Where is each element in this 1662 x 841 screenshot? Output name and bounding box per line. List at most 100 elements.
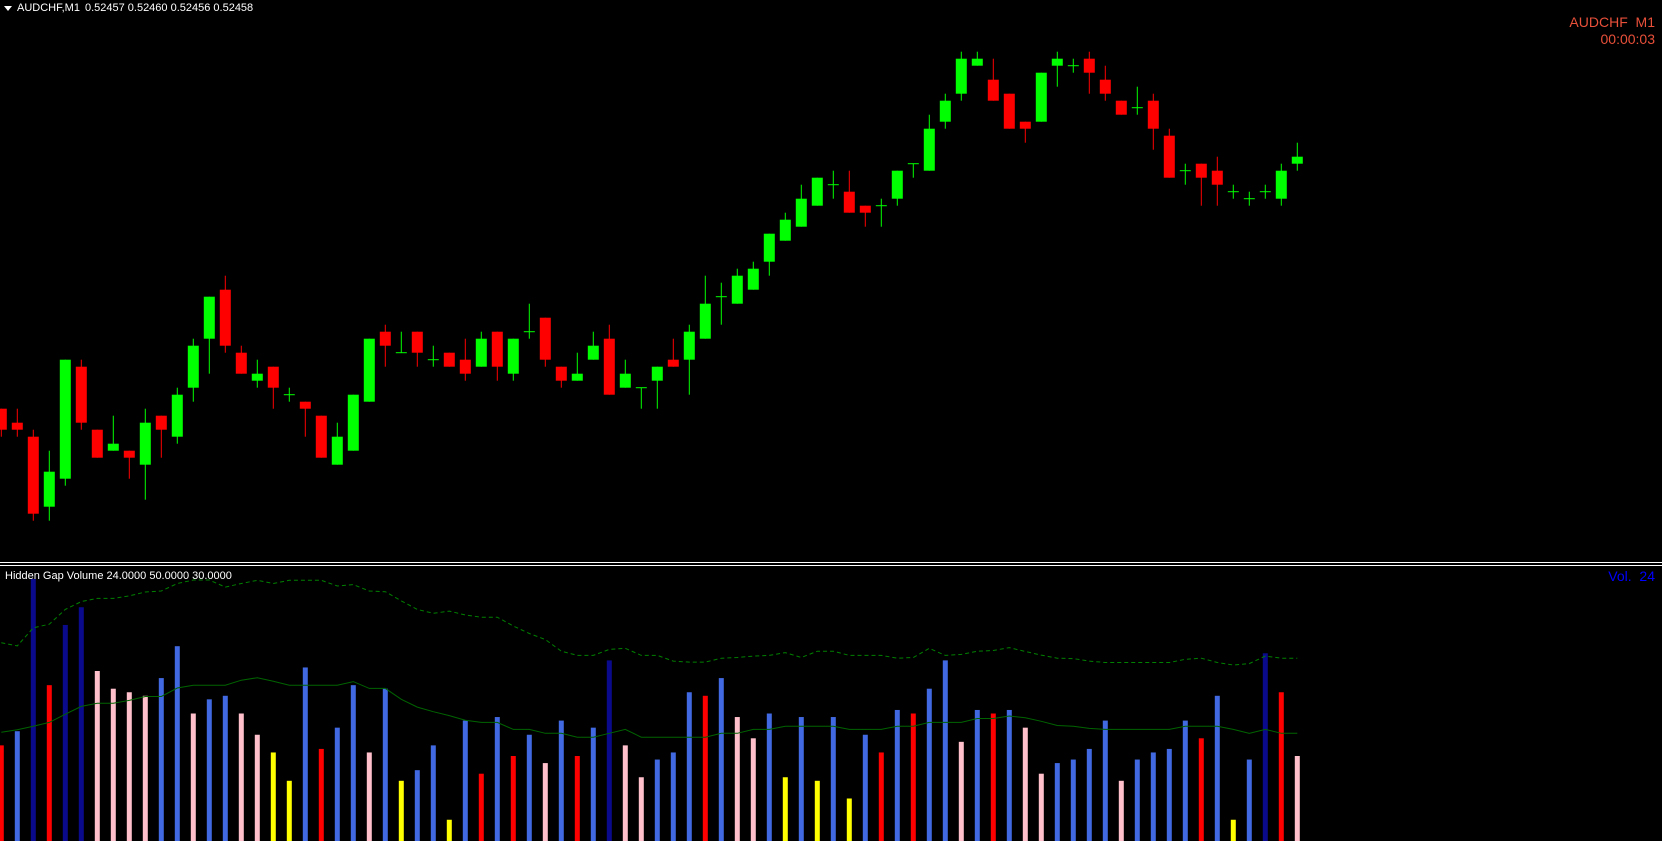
candle-body (763, 233, 775, 262)
bull-candle (1179, 163, 1191, 185)
candle-wick (1200, 163, 1202, 206)
candle-body (939, 100, 951, 122)
volume-bar (702, 695, 708, 841)
bull-candle (779, 212, 791, 241)
bull-candle (107, 415, 119, 451)
candle-wick (1184, 163, 1186, 185)
candle-body (891, 170, 903, 199)
volume-bar (174, 646, 180, 841)
volume-bar (1054, 763, 1060, 841)
symbol-timeframe-info: AUDCHF M1 (1569, 14, 1655, 31)
volume-bar (126, 692, 132, 841)
bear-candle (987, 58, 999, 101)
candle-body (331, 436, 343, 465)
bear-candle (1003, 93, 1015, 129)
candle-body (91, 429, 103, 458)
bear-candle (235, 345, 247, 374)
volume-bar (1118, 780, 1124, 841)
candle-body (651, 366, 663, 381)
bull-candle (1035, 72, 1047, 122)
dropdown-triangle-icon[interactable] (4, 5, 12, 11)
volume-bar (526, 734, 532, 841)
volume-bar (1150, 752, 1156, 841)
candle-body (123, 450, 135, 458)
volume-bar (398, 780, 404, 841)
candle-body (811, 177, 823, 206)
candle-body (443, 352, 455, 367)
candle-body (235, 352, 247, 374)
candle-wick (432, 345, 434, 367)
candle-body (603, 338, 615, 395)
volume-bar (206, 699, 212, 841)
candle-wick (128, 450, 130, 479)
candle-body-doji (875, 205, 887, 207)
candle-body (187, 345, 199, 388)
volume-bar (542, 763, 548, 841)
candle-body (267, 366, 279, 388)
bull-candle (59, 359, 71, 486)
candle-wick (672, 338, 674, 367)
bull-candle (171, 387, 183, 444)
candle-body (747, 268, 759, 290)
bull-candle (1275, 163, 1287, 206)
bull-candle (507, 338, 519, 381)
volume-value-label: Vol. 24 (1608, 568, 1655, 584)
volume-bar (766, 713, 772, 841)
candle-body (459, 359, 471, 374)
bull-candle (187, 338, 199, 402)
candle-body-doji (907, 163, 919, 165)
bear-candle (11, 408, 23, 437)
bull-candle (1259, 184, 1271, 199)
bear-candle (555, 366, 567, 388)
candle-body (379, 331, 391, 346)
candle-body (1083, 58, 1095, 73)
candle-body (1099, 79, 1111, 94)
volume-bar (494, 717, 500, 841)
volume-bar (270, 752, 276, 841)
pane-separator[interactable] (0, 565, 1662, 566)
candle-body (1019, 121, 1031, 129)
info-symbol: AUDCHF (1569, 14, 1628, 30)
bull-candle (1131, 86, 1143, 115)
volume-bar (1294, 755, 1300, 841)
bear-candle (1083, 51, 1095, 94)
candle-body (507, 338, 519, 374)
bull-candle (363, 338, 375, 402)
bull-candle (475, 331, 487, 367)
bull-candle (1291, 142, 1303, 171)
volume-bar (318, 748, 324, 841)
volume-bar (574, 755, 580, 841)
volume-bar (254, 734, 260, 841)
volume-bar (798, 717, 804, 841)
pane-separator[interactable] (0, 562, 1662, 563)
candle-body-doji (1227, 191, 1239, 193)
volume-indicator-pane[interactable]: Hidden Gap Volume 24.0000 50.0000 30.000… (0, 566, 1662, 841)
volume-bar (190, 713, 196, 841)
bull-candle (907, 163, 919, 178)
volume-bar (382, 688, 388, 841)
candle-body-doji (1067, 65, 1079, 67)
candle-body (987, 79, 999, 101)
volume-bar (670, 752, 676, 841)
volume-bar (846, 798, 852, 841)
volume-bar (622, 745, 628, 841)
candle-body (539, 317, 551, 360)
volume-bar (1278, 692, 1284, 841)
bear-candle (27, 429, 39, 521)
volume-upper-band-line (1, 579, 1298, 666)
volume-bar (638, 777, 644, 841)
candle-body (363, 338, 375, 402)
bull-candle (523, 303, 535, 339)
price-chart-pane[interactable]: AUDCHF,M1 0.52457 0.52460 0.52456 0.5245… (0, 0, 1662, 562)
volume-bar (878, 752, 884, 841)
candle-wick (912, 163, 914, 178)
volume-bar (430, 745, 436, 841)
candle-body-doji (827, 184, 839, 186)
volume-bar (238, 713, 244, 841)
volume-bar (1214, 695, 1220, 841)
volume-bar (1166, 748, 1172, 841)
candle-body (1147, 100, 1159, 129)
bull-candle (139, 408, 151, 500)
candle-body (11, 422, 23, 430)
volume-bar (1182, 720, 1188, 841)
